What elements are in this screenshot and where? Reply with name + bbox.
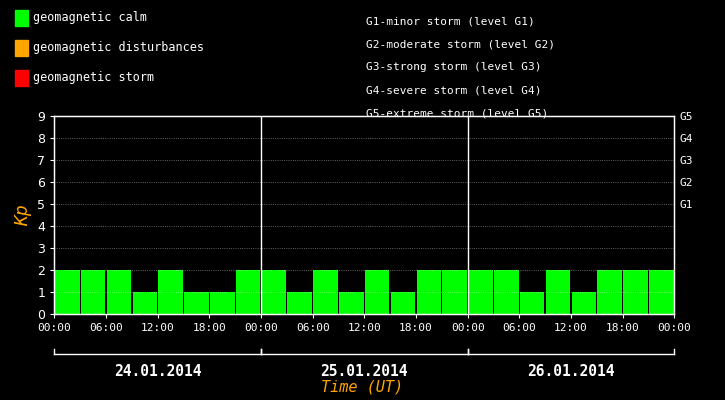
Bar bbox=[288, 292, 312, 314]
Bar bbox=[107, 270, 131, 314]
Bar bbox=[339, 292, 364, 314]
Text: G4-severe storm (level G4): G4-severe storm (level G4) bbox=[366, 86, 542, 96]
Bar bbox=[649, 270, 674, 314]
Text: 26.01.2014: 26.01.2014 bbox=[527, 364, 615, 380]
Bar bbox=[313, 270, 338, 314]
Bar bbox=[571, 292, 596, 314]
Bar bbox=[494, 270, 518, 314]
Text: G1-minor storm (level G1): G1-minor storm (level G1) bbox=[366, 16, 535, 26]
Bar bbox=[210, 292, 234, 314]
Text: G2-moderate storm (level G2): G2-moderate storm (level G2) bbox=[366, 39, 555, 49]
Bar bbox=[391, 292, 415, 314]
Bar bbox=[81, 270, 105, 314]
Bar bbox=[55, 270, 80, 314]
Bar bbox=[520, 292, 544, 314]
Y-axis label: Kp: Kp bbox=[14, 204, 32, 226]
Text: Time (UT): Time (UT) bbox=[321, 379, 404, 394]
Bar bbox=[442, 270, 467, 314]
Bar bbox=[597, 270, 622, 314]
Bar bbox=[417, 270, 441, 314]
Text: 24.01.2014: 24.01.2014 bbox=[114, 364, 202, 380]
Bar bbox=[158, 270, 183, 314]
Text: 25.01.2014: 25.01.2014 bbox=[320, 364, 408, 380]
Text: G5-extreme storm (level G5): G5-extreme storm (level G5) bbox=[366, 109, 548, 119]
Bar bbox=[262, 270, 286, 314]
Bar bbox=[133, 292, 157, 314]
Text: geomagnetic storm: geomagnetic storm bbox=[33, 72, 154, 84]
Bar bbox=[184, 292, 209, 314]
Bar bbox=[468, 270, 493, 314]
Bar bbox=[546, 270, 571, 314]
Text: geomagnetic disturbances: geomagnetic disturbances bbox=[33, 42, 204, 54]
Bar bbox=[365, 270, 389, 314]
Bar bbox=[236, 270, 260, 314]
Text: G3-strong storm (level G3): G3-strong storm (level G3) bbox=[366, 62, 542, 72]
Bar bbox=[624, 270, 647, 314]
Text: geomagnetic calm: geomagnetic calm bbox=[33, 12, 147, 24]
